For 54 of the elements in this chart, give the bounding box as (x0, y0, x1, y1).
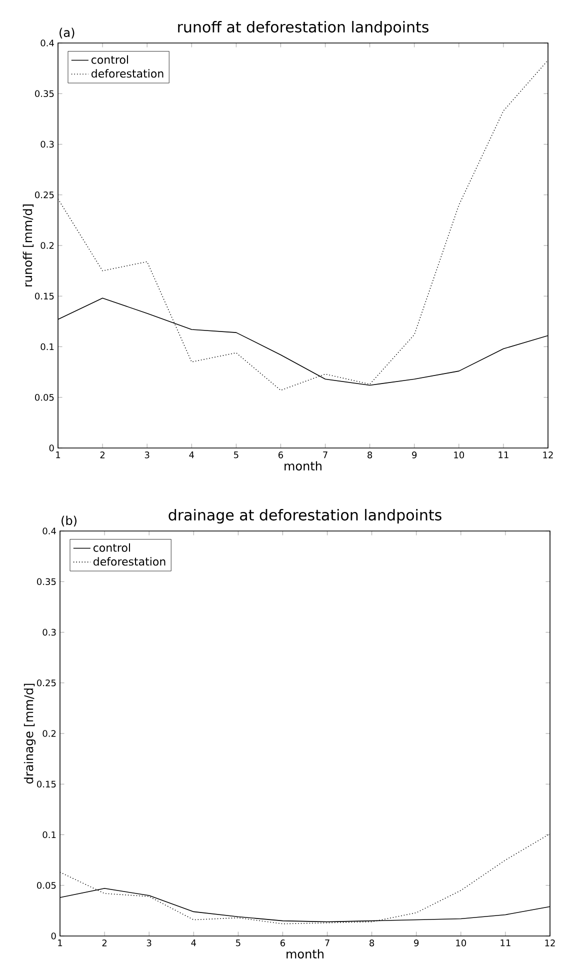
y-tick-label: 0.35 (35, 90, 54, 98)
x-tick-label: 3 (146, 940, 152, 946)
x-tick-label: 1 (58, 940, 62, 946)
text: (a) (60, 28, 74, 38)
chart-title: runoff at deforestation landpoints (178, 20, 428, 36)
y-tick-label: 0.05 (35, 394, 54, 401)
y-tick-label: 0.05 (37, 882, 56, 889)
x-tick-label: 9 (412, 452, 417, 458)
y-tick-label: 0.25 (37, 679, 56, 686)
x-tick-label: 5 (234, 452, 238, 458)
y-tick-label: 0.2 (42, 730, 56, 737)
y-tick-label: 0.4 (40, 40, 54, 46)
x-tick-label: 1 (56, 452, 60, 458)
x-tick-label: 12 (543, 452, 553, 458)
y-tick-label: 0.3 (42, 628, 56, 636)
legend-label: control (91, 55, 128, 64)
y-axis-title: runoff [mm/d] (22, 204, 34, 286)
y-tick-label: 0.1 (42, 831, 56, 838)
x-tick-label: 11 (500, 940, 510, 946)
y-tick-label: 0 (51, 932, 56, 940)
x-axis-title: month (284, 461, 322, 470)
legend-label: deforestation (91, 69, 164, 78)
text: (b) (62, 516, 76, 526)
x-axis-title: month (286, 949, 324, 958)
x-tick-label: 10 (454, 452, 464, 458)
x-tick-label: 7 (325, 940, 330, 946)
y-tick-label: 0.35 (37, 578, 56, 586)
x-tick-label: 5 (236, 940, 240, 946)
x-tick-label: 3 (144, 452, 150, 458)
x-tick-label: 6 (278, 452, 284, 458)
x-tick-label: 8 (370, 940, 374, 946)
y-tick-label: 0.1 (40, 343, 54, 350)
y-axis-title: drainage [mm/d] (24, 684, 36, 784)
chart-title: drainage at deforestation landpoints (168, 508, 442, 524)
y-tick-label: 0.25 (35, 191, 54, 198)
x-tick-label: 8 (368, 452, 372, 458)
x-tick-label: 6 (280, 940, 286, 946)
x-tick-label: 12 (545, 940, 555, 946)
y-tick-label: 0.15 (35, 292, 54, 300)
y-tick-label: 0.4 (42, 528, 56, 534)
x-tick-label: 2 (100, 452, 105, 458)
y-tick-label: 0 (49, 444, 54, 452)
y-tick-label: 0.3 (40, 140, 54, 148)
legend-label: deforestation (93, 557, 166, 566)
y-tick-label: 0.15 (37, 780, 56, 788)
x-tick-label: 7 (323, 452, 328, 458)
x-tick-label: 2 (102, 940, 107, 946)
y-tick-label: 0.2 (40, 242, 54, 249)
legend-label: control (93, 543, 130, 552)
x-tick-label: 9 (414, 940, 419, 946)
x-tick-label: 11 (498, 452, 508, 458)
x-tick-label: 4 (189, 452, 194, 458)
x-tick-label: 10 (456, 940, 466, 946)
x-tick-label: 4 (191, 940, 196, 946)
